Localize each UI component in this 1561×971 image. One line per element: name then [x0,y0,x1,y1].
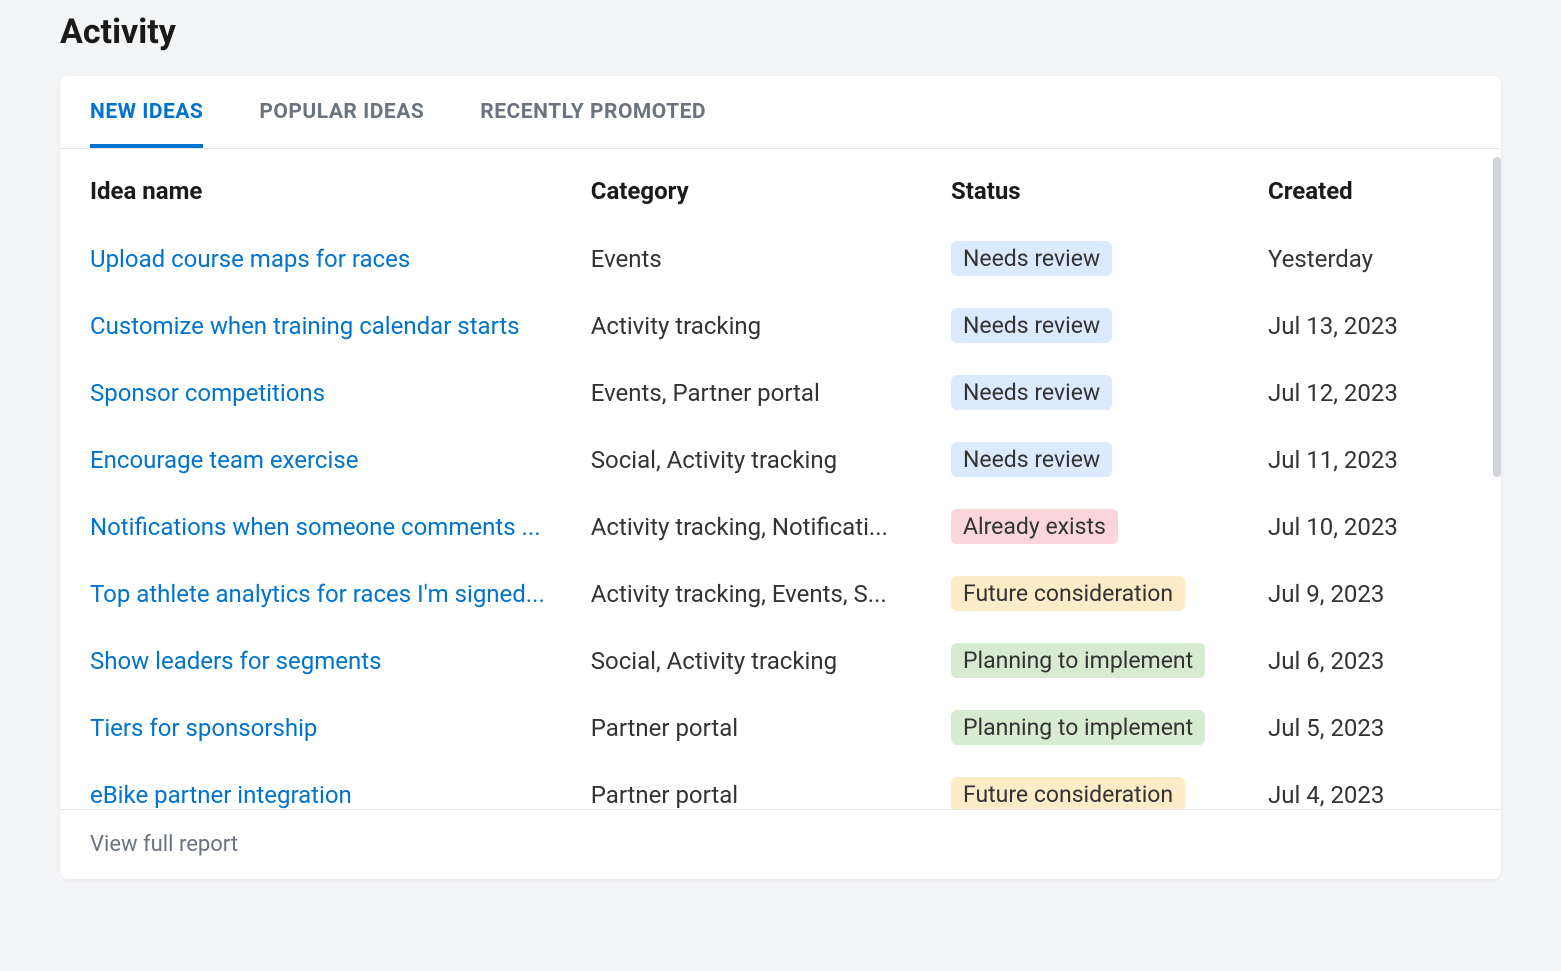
status-badge: Needs review [951,308,1112,343]
created-cell: Jul 12, 2023 [1256,359,1501,426]
idea-link[interactable]: Sponsor competitions [90,379,325,407]
status-badge: Planning to implement [951,643,1205,678]
status-cell: Future consideration [939,560,1256,627]
activity-card: NEW IDEAS POPULAR IDEAS RECENTLY PROMOTE… [60,76,1501,879]
tabs: NEW IDEAS POPULAR IDEAS RECENTLY PROMOTE… [60,76,1501,149]
created-cell: Jul 9, 2023 [1256,560,1501,627]
view-full-report-link[interactable]: View full report [90,832,238,857]
idea-link[interactable]: Encourage team exercise [90,446,358,474]
category-cell: Events, Partner portal [579,359,939,426]
created-cell: Jul 13, 2023 [1256,292,1501,359]
category-cell: Social, Activity tracking [579,627,939,694]
status-cell: Planning to implement [939,694,1256,761]
status-cell: Needs review [939,225,1256,292]
table-row: Sponsor competitions Events, Partner port… [60,359,1501,426]
created-cell: Jul 6, 2023 [1256,627,1501,694]
scrollbar[interactable] [1493,157,1501,477]
card-footer: View full report [60,809,1501,879]
status-cell: Future consideration [939,761,1256,809]
created-cell: Jul 11, 2023 [1256,426,1501,493]
col-header-status: Status [939,149,1256,225]
tab-popular-ideas[interactable]: POPULAR IDEAS [259,76,424,148]
status-badge: Planning to implement [951,710,1205,745]
created-cell: Jul 4, 2023 [1256,761,1501,809]
table-row: Encourage team exercise Social, Activity … [60,426,1501,493]
status-cell: Needs review [939,426,1256,493]
status-badge: Needs review [951,241,1112,276]
tab-new-ideas[interactable]: NEW IDEAS [90,76,203,148]
created-cell: Jul 10, 2023 [1256,493,1501,560]
status-cell: Planning to implement [939,627,1256,694]
status-badge: Future consideration [951,576,1185,611]
idea-link[interactable]: Upload course maps for races [90,245,410,273]
idea-link[interactable]: Notifications when someone comments ... [90,513,541,541]
table-scroll[interactable]: Idea name Category Status Created Upload… [60,149,1501,809]
idea-link[interactable]: Top athlete analytics for races I'm sign… [90,580,545,608]
idea-link[interactable]: eBike partner integration [90,781,352,809]
status-cell: Already exists [939,493,1256,560]
created-cell: Jul 5, 2023 [1256,694,1501,761]
status-badge: Future consideration [951,777,1185,809]
table-row: eBike partner integration Partner portal F… [60,761,1501,809]
tab-recently-promoted[interactable]: RECENTLY PROMOTED [480,76,706,148]
category-cell: Social, Activity tracking [579,426,939,493]
col-header-category: Category [579,149,939,225]
created-cell: Yesterday [1256,225,1501,292]
status-badge: Needs review [951,375,1112,410]
idea-link[interactable]: Customize when training calendar starts [90,312,520,340]
category-cell: Partner portal [579,694,939,761]
status-cell: Needs review [939,359,1256,426]
category-cell: Activity tracking [579,292,939,359]
category-cell: Partner portal [579,761,939,809]
status-badge: Needs review [951,442,1112,477]
ideas-table: Idea name Category Status Created Upload… [60,149,1501,809]
table-row: Tiers for sponsorship Partner portal Plann… [60,694,1501,761]
col-header-created: Created [1256,149,1501,225]
table-row: Top athlete analytics for races I'm sign… [60,560,1501,627]
col-header-name: Idea name [60,149,579,225]
status-badge: Already exists [951,509,1118,544]
table-row: Upload course maps for races Events Needs … [60,225,1501,292]
table-row: Notifications when someone comments ... A… [60,493,1501,560]
table-header-row: Idea name Category Status Created [60,149,1501,225]
table-row: Customize when training calendar starts A… [60,292,1501,359]
category-cell: Events [579,225,939,292]
category-cell: Activity tracking, Events, S... [579,560,939,627]
page-title: Activity [60,12,1501,52]
idea-link[interactable]: Tiers for sponsorship [90,714,317,742]
status-cell: Needs review [939,292,1256,359]
category-cell: Activity tracking, Notificati... [579,493,939,560]
table-row: Show leaders for segments Social, Activit… [60,627,1501,694]
idea-link[interactable]: Show leaders for segments [90,647,381,675]
